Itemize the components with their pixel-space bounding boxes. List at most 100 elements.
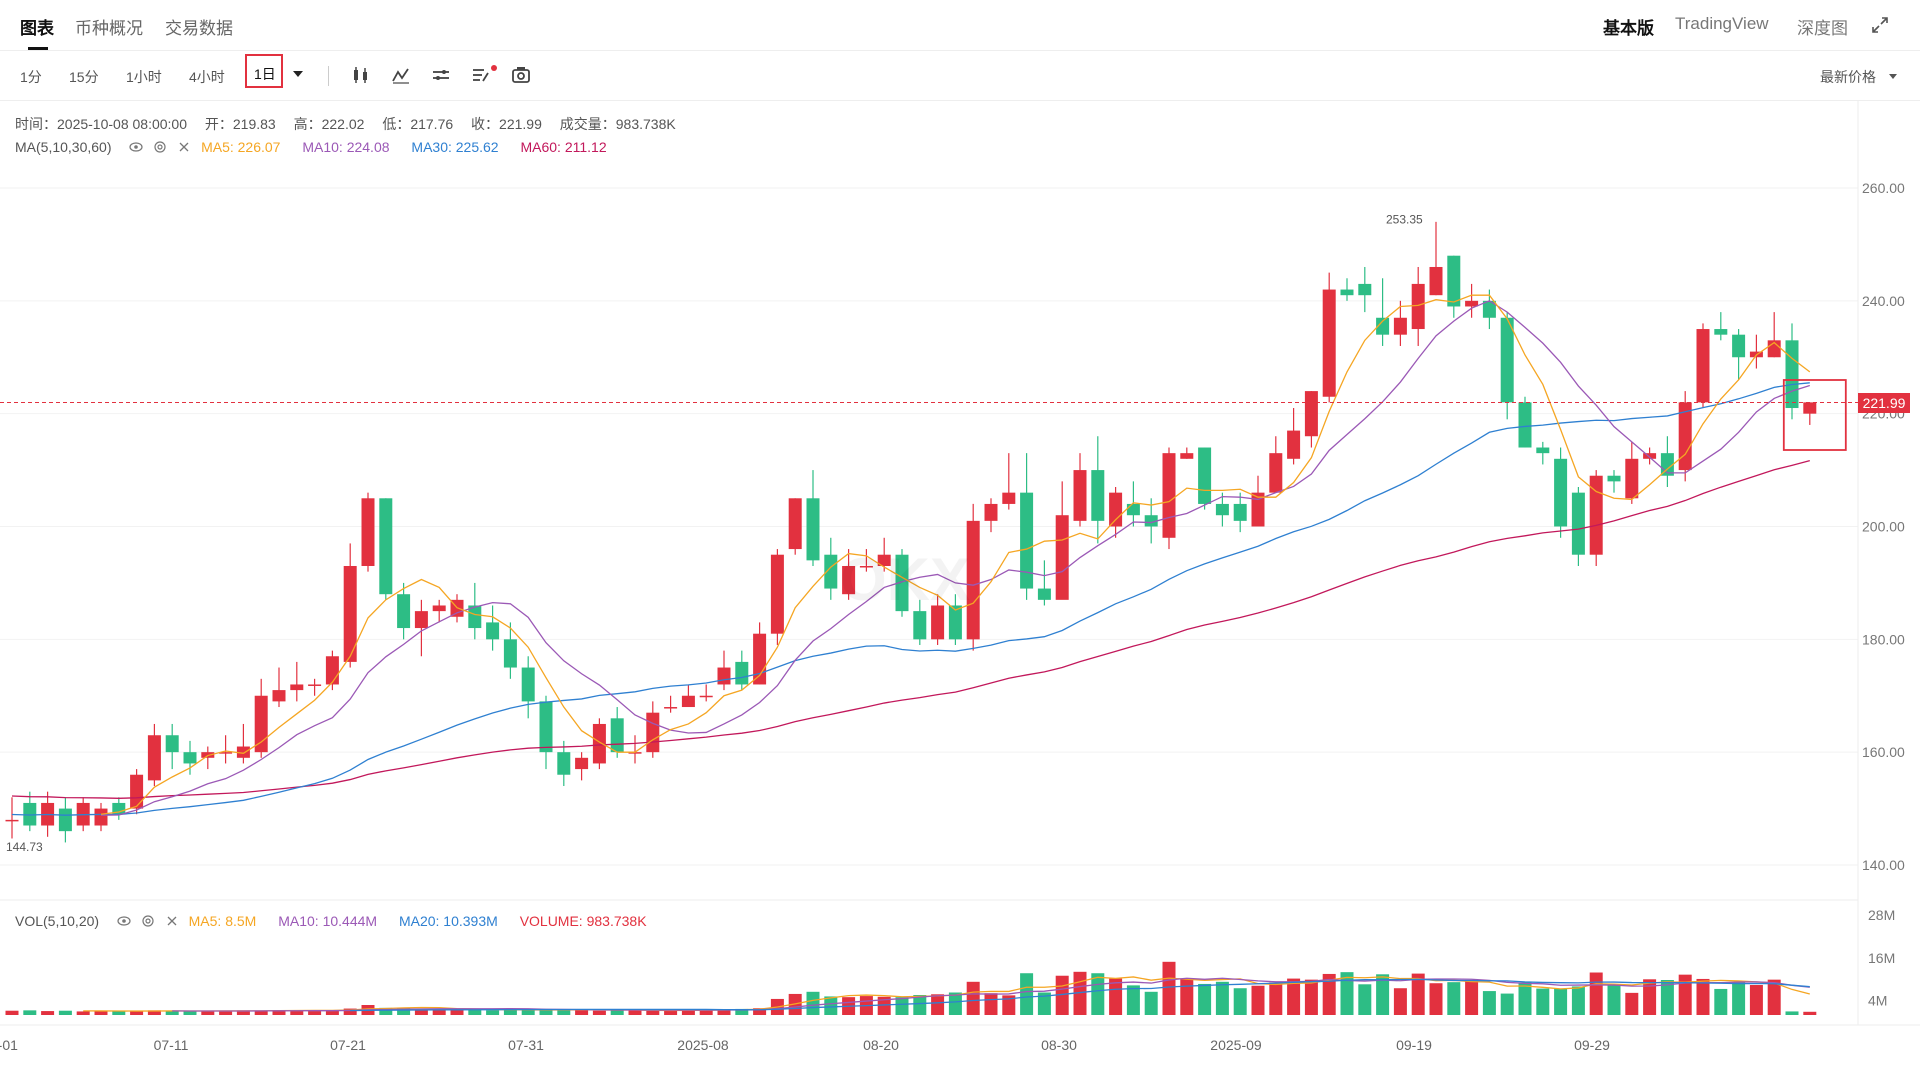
volume-bar [966,981,980,1015]
settings-sliders-icon[interactable] [430,64,452,86]
candle-body [1554,458,1568,527]
volume-bar [1749,985,1763,1015]
vol-legend: VOL(5,10,20) MA5: 8.5M MA10: 10.444M MA2… [15,913,665,929]
timeframe-dropdown-icon[interactable] [293,71,303,77]
candle-body [308,684,322,686]
volume-bar [23,1010,37,1015]
vol-ma20-line [350,978,1810,1012]
volume-bar [94,1011,108,1015]
volume-bar [1696,978,1710,1015]
candle-body [966,520,980,640]
timeframe-1d[interactable]: 1日 [245,54,283,88]
x-tick-label: 07-21 [330,1037,366,1053]
candle-body [1643,453,1657,459]
notification-dot [491,65,497,71]
volume-bar [575,1009,589,1015]
price-type-select[interactable]: 最新价格 [1820,69,1876,85]
candle-body [130,774,144,809]
volume-bar [5,1010,19,1015]
ma30-line [11,382,1810,816]
indicator-icon[interactable] [390,64,412,86]
volume-bar [1269,982,1283,1015]
timeframe-1h[interactable]: 1小时 [126,69,162,85]
ma10-line [100,300,1810,816]
vol-ma20-value: MA20: 10.393M [398,913,498,929]
volume-bar [1393,988,1407,1015]
volume-bar [699,1009,713,1015]
tab-trading-data[interactable]: 交易数据 [165,19,233,38]
candle-body [1607,475,1621,482]
close-icon[interactable] [177,140,191,154]
tab-basic[interactable]: 基本版 [1603,19,1654,38]
volume-bar [1251,985,1265,1015]
drawing-tools-icon[interactable] [470,64,492,86]
eye-icon[interactable] [129,140,143,154]
eye-icon[interactable] [117,914,131,928]
candle-body [165,735,179,753]
candle-body [1322,289,1336,397]
volume-bar [1518,982,1532,1015]
vol-label: VOL(5,10,20) [15,913,100,929]
settings-icon[interactable] [141,914,155,928]
volume-bar [1180,978,1194,1015]
candle-body [539,701,553,753]
candle-body [1020,492,1034,589]
candle-body [788,498,802,550]
vol-tick-label: 4M [1868,993,1887,1009]
vol-volume-value: VOLUME: 983.738K [519,913,647,929]
volume-bar [521,1010,535,1015]
volume-bar [112,1010,126,1015]
volume-bar [1767,979,1781,1015]
volume-bar [308,1010,322,1015]
volume-bar [468,1009,482,1015]
timeframe-1d-label: 1日 [254,66,276,82]
info-close: 收：221.99 [471,116,542,132]
volume-bar [414,1008,428,1015]
tab-tradingview[interactable]: TradingView [1675,14,1769,33]
expand-icon[interactable] [1871,16,1889,34]
volume-bar [824,996,838,1015]
volume-bar [1803,1011,1817,1015]
ohlc-info: 时间：2025-10-08 08:00:00 开：219.83 高：222.02… [15,114,690,134]
divider [0,100,1920,101]
camera-icon[interactable] [510,64,532,86]
vol-tick-label: 16M [1868,950,1895,966]
info-volume: 成交量：983.738K [559,116,676,132]
timeframe-4h[interactable]: 4小时 [189,69,225,85]
volume-bar [325,1010,339,1015]
volume-bar [147,1010,161,1015]
candle-body [1803,402,1817,414]
ma30-value: MA30: 225.62 [411,139,499,155]
info-high: 高：222.02 [293,116,365,132]
tab-coin-overview[interactable]: 币种概况 [75,19,143,38]
volume-bar [1536,988,1550,1015]
price-type-chevron-icon[interactable] [1889,74,1897,79]
tab-chart[interactable]: 图表 [20,19,54,38]
candle-body [1625,458,1639,499]
tab-depth[interactable]: 深度图 [1797,19,1848,38]
candle-body [1091,470,1105,521]
candle-body [984,503,998,521]
x-tick-label: 08-20 [863,1037,899,1053]
volume-bar [1643,979,1657,1015]
settings-icon[interactable] [153,140,167,154]
candle-body [432,605,446,612]
candle-body [468,605,482,629]
vol-ma5-value: MA5: 8.5M [188,913,257,929]
candle-body [824,554,838,589]
candle-body [1073,470,1087,521]
candle-type-icon[interactable] [350,64,372,86]
close-icon[interactable] [165,914,179,928]
volume-bar [1465,980,1479,1015]
volume-bar [486,1010,500,1015]
volume-bar [58,1010,72,1015]
volume-bar [1589,972,1603,1015]
volume-bar [432,1009,446,1015]
candle-body [58,808,72,832]
candle-body [1447,255,1461,307]
y-tick-label: 160.00 [1862,744,1905,760]
volume-bar [628,1010,642,1015]
timeframe-15m[interactable]: 15分 [69,69,99,85]
timeframe-1m[interactable]: 1分 [20,69,42,85]
